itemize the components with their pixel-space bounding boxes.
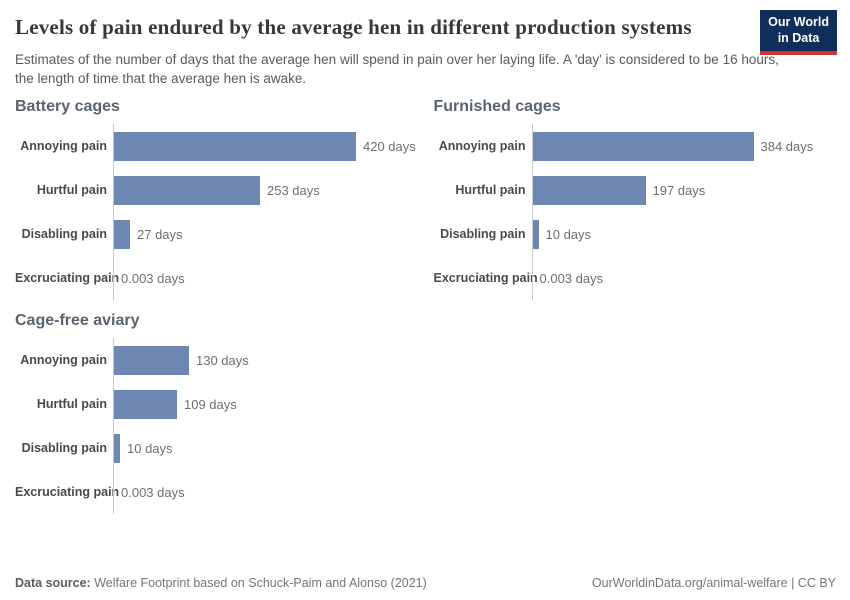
chart-panel-title: Furnished cages [433, 98, 561, 116]
chart-footer: Data source: Welfare Footprint based on … [15, 576, 836, 590]
category-label: Annoying pain [20, 353, 107, 368]
bar [114, 131, 356, 161]
plot-area: 0.003 days [531, 256, 839, 301]
data-source-text: Welfare Footprint based on Schuck-Paim a… [90, 576, 427, 590]
category-label: Excruciating pain [15, 271, 120, 286]
bar [114, 345, 189, 375]
bar-rows: Annoying pain 384 days Hurtful pain 197 day… [433, 124, 839, 301]
plot-area: 10 days [531, 212, 839, 257]
plot-area: 420 days [113, 124, 420, 169]
chart-panel-title: Battery cages [15, 98, 120, 116]
category-label: Excruciating pain [433, 271, 538, 286]
bar-row: Hurtful pain 253 days [15, 168, 420, 213]
value-label: 253 days [267, 182, 320, 198]
value-label: 27 days [137, 226, 183, 242]
plot-area: 109 days [113, 382, 420, 427]
category-label: Hurtful pain [36, 397, 107, 412]
plot-area: 197 days [531, 168, 839, 213]
logo-line-2: in Data [777, 30, 820, 45]
plot-area: 0.003 days [113, 256, 420, 301]
value-label: 10 days [127, 440, 173, 456]
plot-area: 10 days [113, 426, 420, 471]
plot-area: 253 days [113, 168, 420, 213]
bar [532, 219, 539, 249]
plot-area: 0.003 days [113, 470, 420, 515]
category-label: Disabling pain [21, 441, 107, 456]
bar-row: Excruciating pain 0.003 days [15, 470, 420, 515]
chart-panel-title: Cage-free aviary [15, 312, 140, 330]
bar-row: Disabling pain 10 days [15, 426, 420, 471]
chart-panel: Battery cages Annoying pain 420 days Hurtfu… [15, 90, 420, 301]
category-label: Annoying pain [438, 139, 526, 154]
bar [114, 389, 177, 419]
category-label: Excruciating pain [15, 485, 120, 500]
category-label: Hurtful pain [36, 183, 107, 198]
bar-row: Excruciating pain 0.003 days [433, 256, 839, 301]
plot-area: 384 days [531, 124, 839, 169]
chart-panel: Cage-free aviary Annoying pain 130 days Hur… [15, 304, 420, 515]
attribution-link: OurWorldinData.org/animal-welfare | CC B… [591, 576, 836, 590]
value-label: 0.003 days [121, 484, 185, 500]
bar [532, 131, 754, 161]
value-label: 130 days [196, 352, 249, 368]
value-label: 197 days [652, 182, 706, 198]
bar-row: Hurtful pain 197 days [434, 168, 839, 213]
chart-title: Levels of pain endured by the average he… [15, 15, 692, 39]
chart-header: Levels of pain endured by the average he… [0, 0, 850, 88]
plot-area: 130 days [113, 338, 420, 383]
value-label: 0.003 days [539, 270, 604, 286]
bar-row: Annoying pain 130 days [15, 338, 420, 383]
bar-rows: Annoying pain 420 days Hurtful pain 253 day… [15, 124, 420, 301]
bar-row: Annoying pain 420 days [15, 124, 420, 169]
value-label: 384 days [760, 138, 814, 154]
plot-area: 27 days [113, 212, 420, 257]
value-label: 0.003 days [121, 270, 185, 286]
category-label: Hurtful pain [455, 183, 526, 198]
bar-rows: Annoying pain 130 days Hurtful pain 109 day… [15, 338, 420, 515]
data-source-note: Data source: Welfare Footprint based on … [15, 576, 427, 590]
logo-line-1: Our World [768, 15, 829, 29]
our-world-in-data-logo: Our World in Data [760, 10, 837, 56]
bar [114, 175, 260, 205]
category-label: Disabling pain [440, 227, 526, 242]
category-label: Disabling pain [21, 227, 107, 242]
bar-row: Annoying pain 384 days [434, 124, 839, 169]
bar-row: Disabling pain 10 days [434, 212, 839, 257]
value-label: 109 days [184, 396, 237, 412]
data-source-label: Data source: [15, 576, 91, 590]
value-label: 420 days [363, 138, 416, 154]
charts-grid: Battery cages Annoying pain 420 days Hurtfu… [0, 90, 850, 515]
bar-row: Hurtful pain 109 days [15, 382, 420, 427]
bar [114, 219, 130, 249]
chart-subtitle: Estimates of the number of days that the… [15, 51, 779, 86]
bar-row: Excruciating pain 0.003 days [15, 256, 420, 301]
chart-panel: Furnished cages Annoying pain 384 days Hurt… [433, 90, 839, 301]
bar-row: Disabling pain 27 days [15, 212, 420, 257]
bar [114, 433, 120, 463]
value-label: 10 days [545, 226, 592, 242]
category-label: Annoying pain [20, 139, 107, 154]
bar [532, 175, 646, 205]
